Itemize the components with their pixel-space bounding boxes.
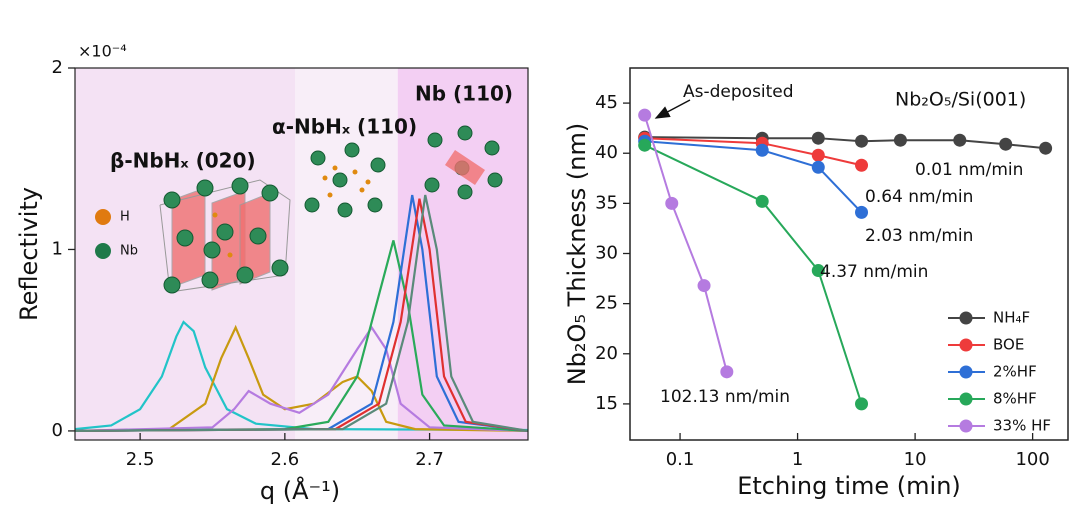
data-point — [855, 158, 869, 172]
inset-legend-marker — [95, 243, 111, 259]
right-plot: 0.1 1 10 100 15 20 25 30 35 40 45 0.01 nm/min NH₄F 0.… — [595, 92, 1053, 470]
x-tick-label: 100 — [1015, 449, 1049, 470]
legend-marker — [959, 392, 973, 406]
series-line — [643, 114, 728, 373]
series-line — [75, 194, 528, 433]
inset-legend-label: H — [120, 210, 130, 225]
annotation: Nb (110) — [415, 82, 513, 106]
y-tick-label: 40 — [595, 142, 618, 163]
data-point — [1039, 141, 1053, 155]
inset-legend-marker — [95, 209, 111, 225]
legend-marker — [959, 365, 973, 379]
series-line — [644, 137, 862, 167]
y-tick-label: 25 — [595, 293, 618, 314]
y-tick-label: 15 — [595, 393, 618, 414]
series-group — [75, 194, 528, 433]
crystal-illustrations — [159, 125, 503, 294]
y-tick-label: 2 — [52, 57, 63, 78]
data-point — [811, 160, 825, 174]
data-point — [755, 143, 769, 157]
series-line — [75, 240, 528, 433]
data-point — [720, 365, 734, 379]
series-line — [75, 320, 528, 432]
rate-label: 0.64 nm/min — [865, 187, 973, 207]
data-point — [855, 134, 869, 148]
data-point — [855, 397, 869, 411]
x-axis-label: Etching time (min) — [737, 472, 961, 500]
y-axis-label: Nb₂O₅ Thickness (nm) — [563, 123, 591, 386]
data-point — [811, 148, 825, 162]
x-tick-label: 2.7 — [415, 449, 444, 470]
left-plot: 2.5 2.6 2.7 0 1 2 H Nb — [52, 57, 528, 470]
legend-marker — [959, 311, 973, 325]
y-tick-label: 45 — [595, 92, 618, 113]
chart-title: Nb₂O₅/Si(001) — [895, 89, 1026, 111]
y-tick-label: 1 — [52, 238, 63, 259]
x-tick-label: 2.6 — [271, 449, 300, 470]
data-point — [811, 131, 825, 145]
data-point — [999, 137, 1013, 151]
legend-label: 2%HF — [993, 363, 1037, 381]
series-line — [75, 194, 528, 433]
y-tick-label: 35 — [595, 192, 618, 213]
rate-label: 102.13 nm/min — [660, 387, 790, 407]
data-point — [855, 205, 869, 219]
annotation: β-NbHₓ (020) — [110, 149, 256, 173]
data-point — [665, 196, 679, 210]
x-tick-label: 10 — [904, 449, 927, 470]
data-point — [893, 133, 907, 147]
right-frame — [629, 67, 1069, 441]
left-frame — [74, 67, 529, 441]
x-tick-label: 0.1 — [666, 449, 695, 470]
arrow — [654, 99, 691, 119]
inset-legend-label: Nb — [120, 244, 138, 259]
series-line — [644, 140, 863, 214]
legend-label: 33% HF — [993, 417, 1051, 435]
rate-label: 0.01 nm/min — [915, 160, 1023, 180]
legend-label: NH₄F — [993, 309, 1030, 327]
data-point — [811, 264, 825, 278]
rate-label: 2.03 nm/min — [865, 226, 973, 246]
series-line — [644, 144, 863, 405]
legend-label: BOE — [993, 336, 1024, 354]
data-point — [697, 279, 711, 293]
series-line — [644, 136, 1046, 150]
x-tick-label: 2.5 — [126, 449, 155, 470]
annotation: As-deposited — [683, 82, 794, 102]
data-point — [755, 194, 769, 208]
y-tick-label: 0 — [52, 420, 63, 441]
x-tick-label: 1 — [792, 449, 803, 470]
region — [294, 68, 398, 440]
annotation: α-NbHₓ (110) — [272, 115, 417, 139]
legend-label: 8%HF — [993, 390, 1037, 408]
series-group — [638, 108, 1053, 411]
y-tick-label: 30 — [595, 242, 618, 263]
y-tick-label: 20 — [595, 343, 618, 364]
series-line — [75, 325, 528, 433]
rate-label: 4.37 nm/min — [820, 262, 928, 282]
data-point — [638, 138, 652, 152]
legend-marker — [959, 419, 973, 433]
series-line — [75, 198, 528, 433]
legend-marker — [959, 338, 973, 352]
x-axis-label: q (Å⁻¹) — [260, 476, 340, 505]
data-point — [638, 108, 652, 122]
y-multiplier: ×10⁻⁴ — [78, 42, 127, 61]
data-point — [953, 133, 967, 147]
y-axis-label: Reflectivity — [15, 187, 43, 321]
